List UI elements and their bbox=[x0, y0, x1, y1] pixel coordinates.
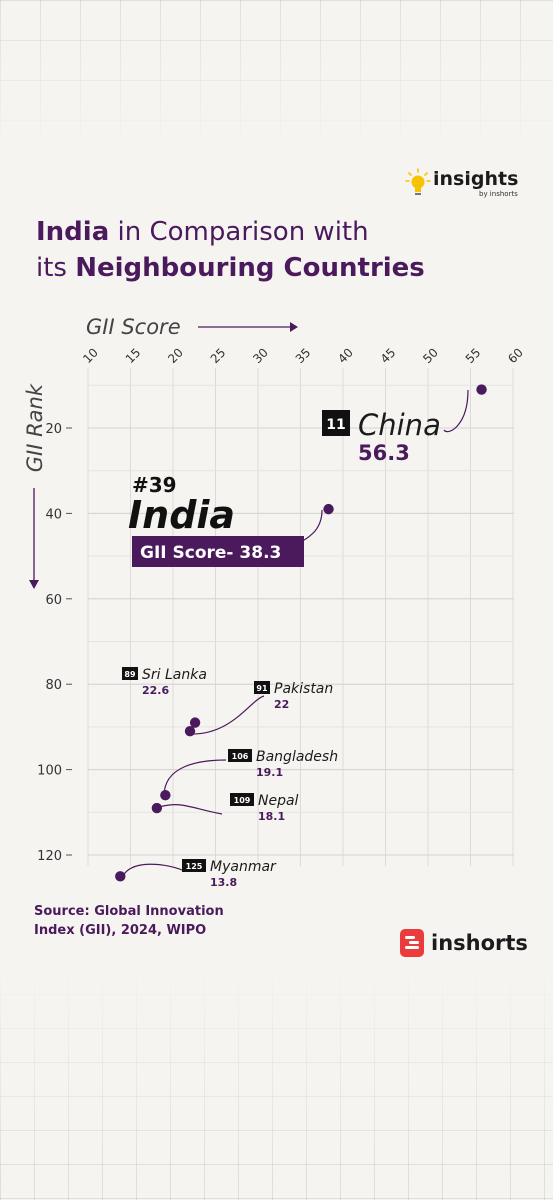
title-bold-india: India bbox=[36, 217, 110, 247]
x-tick-label: 40 bbox=[335, 345, 356, 366]
x-tick-label: 30 bbox=[250, 345, 271, 366]
score-label: 13.8 bbox=[210, 876, 237, 889]
y-tick-label: 40 bbox=[45, 507, 62, 522]
country-label: Nepal bbox=[258, 793, 299, 809]
data-point bbox=[323, 503, 334, 515]
rank-badge-label: 89 bbox=[124, 670, 136, 679]
title-bold-neighbours: Neighbouring Countries bbox=[75, 253, 425, 283]
insights-logo: insights by inshorts bbox=[405, 168, 518, 198]
score-label: 22 bbox=[274, 698, 289, 711]
y-tick-label: 120 bbox=[37, 849, 62, 864]
lightbulb-icon bbox=[405, 168, 431, 198]
data-point bbox=[189, 717, 201, 728]
title-line2-plain: its bbox=[36, 253, 76, 283]
score-label: GII Score- 38.3 bbox=[140, 543, 281, 563]
data-point bbox=[160, 790, 171, 801]
rank-badge bbox=[254, 681, 270, 694]
grid bbox=[87, 368, 514, 866]
country-label: Pakistan bbox=[274, 681, 333, 697]
x-tick-label: 45 bbox=[378, 345, 399, 366]
rank-badge-label: 106 bbox=[232, 752, 249, 761]
score-label: 19.1 bbox=[256, 766, 283, 779]
data-point bbox=[151, 802, 163, 814]
y-axis-title: GII Rank bbox=[23, 383, 47, 472]
x-tick-label: 50 bbox=[420, 345, 441, 366]
y-tick-label: 100 bbox=[37, 764, 62, 779]
rank-badge bbox=[228, 749, 252, 762]
rank-badge bbox=[182, 859, 206, 872]
rank-badge bbox=[122, 667, 138, 680]
insights-byline: by inshorts bbox=[479, 190, 518, 198]
leader-line bbox=[187, 695, 265, 735]
background-grid-top bbox=[0, 0, 553, 150]
score-label: 22.6 bbox=[142, 684, 169, 697]
y-axis-arrowhead bbox=[29, 580, 39, 589]
x-tick-label: 35 bbox=[293, 345, 314, 366]
score-box bbox=[132, 536, 304, 567]
gii-scatter-chart: 10 15 20 25 30 35 40 45 50 55 60 20 40 60 80 100 120 GII … bbox=[23, 315, 526, 889]
data-point bbox=[476, 384, 487, 395]
leader-line bbox=[121, 863, 183, 879]
x-tick-label: 20 bbox=[165, 345, 186, 366]
leader-line bbox=[443, 389, 469, 433]
x-tick-label: 10 bbox=[80, 345, 101, 366]
inshorts-logo: inshorts bbox=[400, 929, 528, 957]
rank-badge bbox=[322, 410, 350, 436]
score-label: 18.1 bbox=[258, 810, 285, 823]
inshorts-mark-icon bbox=[400, 929, 424, 957]
source-note: Source: Global Innovation Index (GII), 2… bbox=[34, 904, 224, 938]
leader-line bbox=[155, 804, 223, 815]
inshorts-wordmark: inshorts bbox=[431, 931, 528, 955]
country-label: Sri Lanka bbox=[142, 667, 207, 683]
title-line1-rest: in Comparison with bbox=[109, 217, 369, 247]
country-label: Bangladesh bbox=[256, 749, 338, 765]
country-label: Myanmar bbox=[210, 859, 277, 875]
rank-badge-label: 109 bbox=[234, 796, 251, 805]
score-label: 56.3 bbox=[358, 441, 410, 465]
x-tick-label: 60 bbox=[505, 345, 526, 366]
background-grid-bottom bbox=[0, 960, 553, 1200]
rank-label: #39 bbox=[132, 473, 177, 497]
insights-wordmark: insights bbox=[433, 168, 519, 190]
rank-badge-label: 125 bbox=[186, 862, 203, 871]
rank-badge bbox=[230, 793, 254, 806]
country-label: India bbox=[128, 493, 235, 537]
data-point bbox=[115, 871, 126, 882]
y-tick-label: 60 bbox=[45, 593, 62, 608]
page-title: India in Comparison with its Neighbourin… bbox=[36, 214, 516, 286]
x-axis-arrowhead bbox=[290, 322, 298, 332]
leader-line bbox=[163, 759, 227, 797]
x-tick-label: 25 bbox=[208, 345, 229, 366]
data-point bbox=[184, 725, 196, 737]
x-axis-title: GII Score bbox=[86, 315, 181, 339]
x-tick-label: 15 bbox=[123, 345, 144, 366]
rank-badge-label: 91 bbox=[256, 684, 268, 693]
rank-badge-label: 11 bbox=[326, 417, 345, 433]
country-label: China bbox=[358, 408, 441, 442]
y-tick-label: 20 bbox=[45, 422, 62, 437]
x-tick-label: 55 bbox=[463, 345, 484, 366]
y-tick-label: 80 bbox=[45, 678, 62, 693]
